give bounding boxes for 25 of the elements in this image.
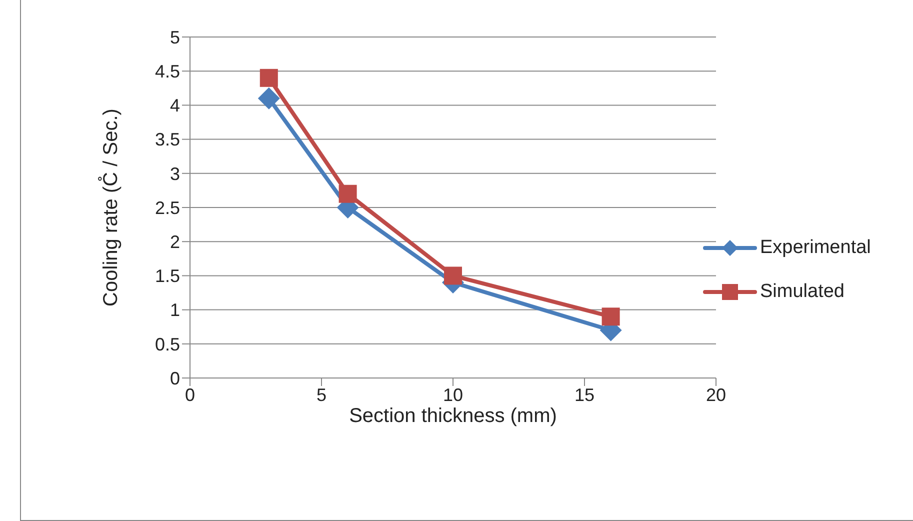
point xyxy=(444,266,462,285)
y-tick-label: 3 xyxy=(170,164,180,184)
y-axis-title: Cooling rate (C̊ / Sec.) xyxy=(98,108,122,306)
y-tick-label: 1.5 xyxy=(154,266,180,286)
x-tick-label: 0 xyxy=(184,384,196,405)
y-tick-label: 4.5 xyxy=(154,61,180,82)
legend-label: Simulated xyxy=(760,281,844,303)
x-tick-label: 20 xyxy=(706,384,726,405)
y-tick-label: 3.5 xyxy=(154,130,180,150)
point xyxy=(338,184,357,203)
y-tick-label: 1 xyxy=(170,300,180,320)
x-axis-title: Section thickness (mm) xyxy=(349,405,557,428)
point xyxy=(258,87,280,110)
y-tick-label: 4 xyxy=(170,96,180,116)
point xyxy=(260,68,278,87)
y-tick-label: 2.5 xyxy=(154,198,180,218)
legend-label: Experimental xyxy=(760,237,871,259)
point xyxy=(602,308,620,326)
y-tick-label: 0 xyxy=(170,368,180,388)
y-tick-label: 2 xyxy=(170,232,180,252)
x-tick-label: 15 xyxy=(574,384,595,405)
y-tick-label: 5 xyxy=(170,27,180,48)
x-tick-label: 5 xyxy=(316,384,327,405)
y-tick-label: 0.5 xyxy=(154,334,180,354)
x-tick-label: 10 xyxy=(442,384,464,405)
